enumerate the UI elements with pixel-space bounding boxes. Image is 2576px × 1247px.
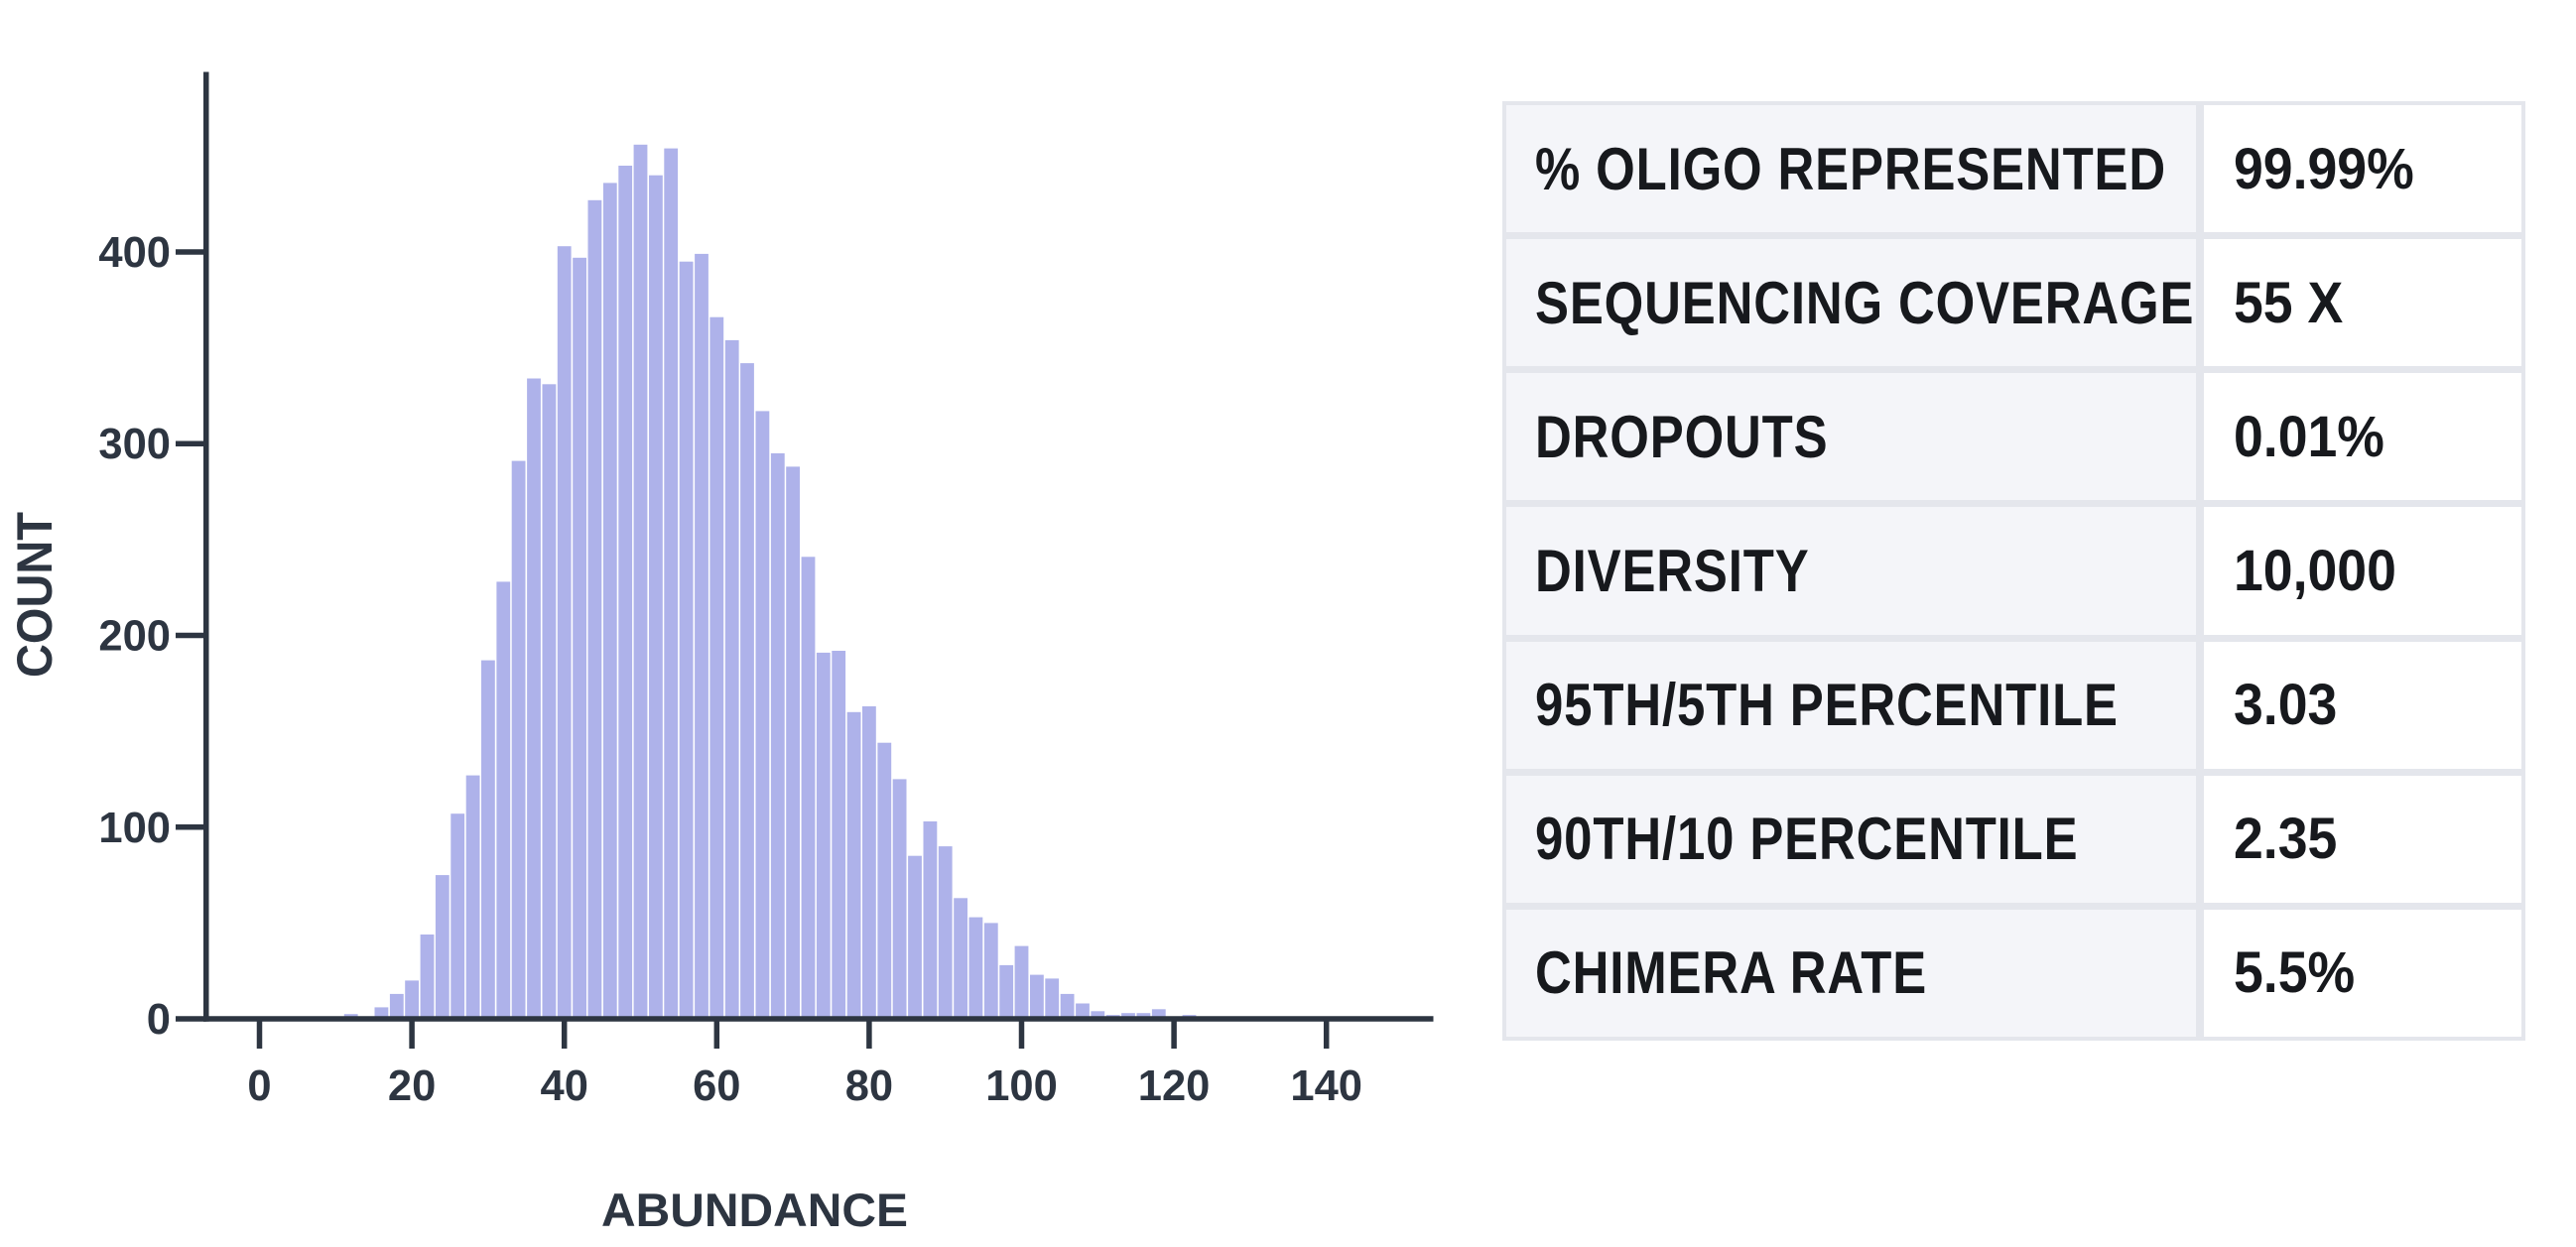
svg-text:100: 100 [98, 805, 171, 852]
svg-text:140: 140 [1290, 1062, 1362, 1110]
svg-text:ABUNDANCE: ABUNDANCE [601, 1185, 908, 1237]
svg-text:400: 400 [98, 229, 171, 277]
svg-text:100: 100 [985, 1062, 1058, 1110]
svg-text:0: 0 [147, 996, 171, 1044]
svg-text:COUNT: COUNT [7, 512, 63, 678]
svg-text:80: 80 [845, 1062, 893, 1110]
svg-text:60: 60 [693, 1062, 740, 1110]
svg-text:200: 200 [98, 613, 171, 661]
svg-text:20: 20 [388, 1062, 436, 1110]
svg-text:120: 120 [1138, 1062, 1211, 1110]
svg-text:300: 300 [98, 421, 171, 468]
svg-text:40: 40 [541, 1062, 588, 1110]
svg-text:0: 0 [247, 1062, 271, 1110]
